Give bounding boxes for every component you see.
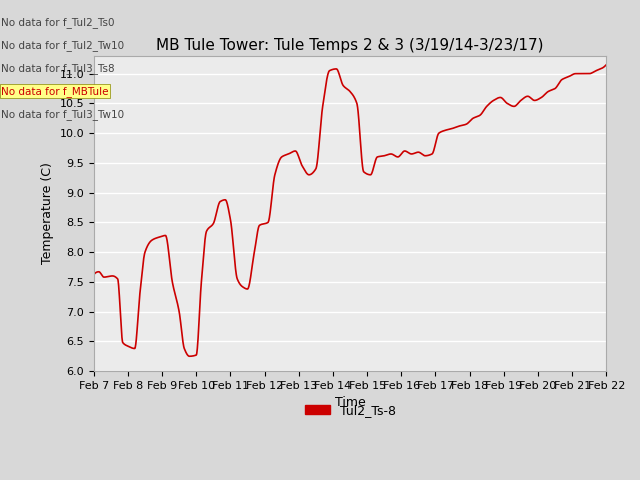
X-axis label: Time: Time <box>335 396 365 409</box>
Legend: Tul2_Ts-8: Tul2_Ts-8 <box>300 398 401 421</box>
Text: No data for f_Tul2_Tw10: No data for f_Tul2_Tw10 <box>1 40 124 51</box>
Text: No data for f_MBTule: No data for f_MBTule <box>1 86 109 97</box>
Title: MB Tule Tower: Tule Temps 2 & 3 (3/19/14-3/23/17): MB Tule Tower: Tule Temps 2 & 3 (3/19/14… <box>156 38 544 53</box>
Y-axis label: Temperature (C): Temperature (C) <box>41 163 54 264</box>
Text: No data for f_Tul3_Ts8: No data for f_Tul3_Ts8 <box>1 63 115 74</box>
Text: No data for f_Tul2_Ts0: No data for f_Tul2_Ts0 <box>1 17 115 28</box>
Text: No data for f_Tul3_Tw10: No data for f_Tul3_Tw10 <box>1 109 124 120</box>
